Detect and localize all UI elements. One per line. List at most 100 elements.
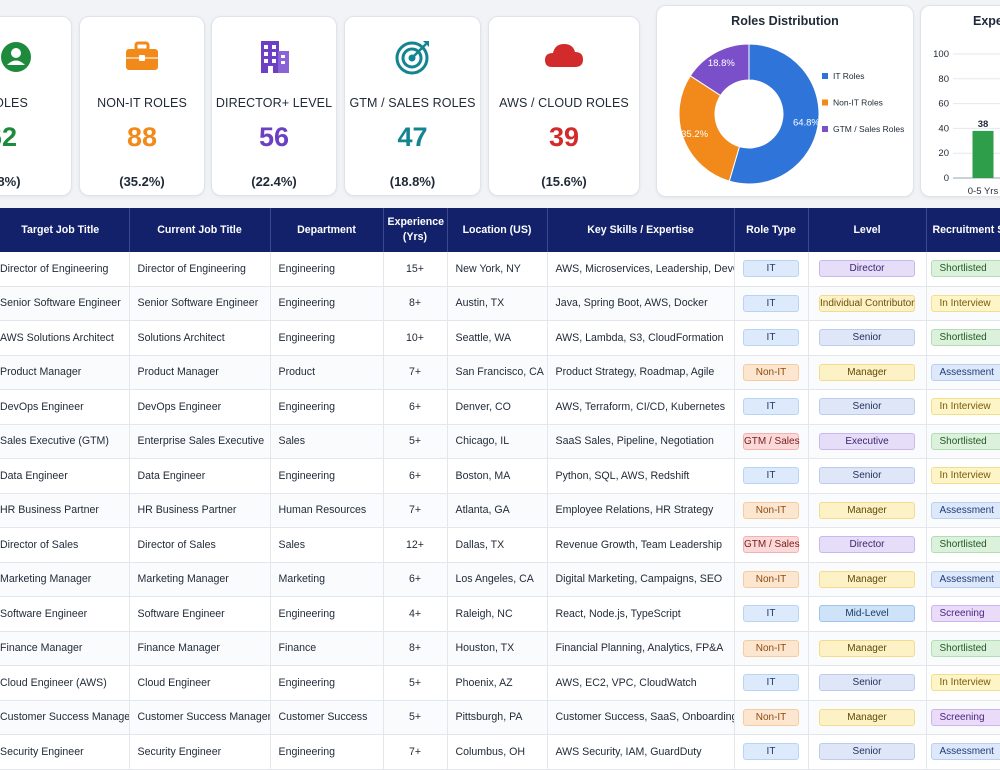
- target-job-title-cell: DevOps Engineer: [0, 390, 129, 425]
- recruitment-status-cell: Assessment: [926, 735, 1000, 770]
- recruitment-status-pill: Assessment: [931, 502, 1000, 519]
- experience-cell: 6+: [383, 390, 447, 425]
- recruitment-status-cell: In Interview: [926, 286, 1000, 321]
- summary-card-aws-cloud[interactable]: AWS / CLOUD ROLES 39 (15.6%): [488, 16, 640, 196]
- table-row[interactable]: Sales Executive (GTM)Enterprise Sales Ex…: [0, 424, 1000, 459]
- recruitment-status-cell: In Interview: [926, 666, 1000, 701]
- role-type-cell: IT: [734, 459, 808, 494]
- roles-distribution-panel: Roles Distribution 64.8%35.2%18.8% IT Ro…: [656, 5, 914, 197]
- card-value: 88: [80, 122, 204, 153]
- summary-card-it-roles[interactable]: ROLES 62 (64.8%): [0, 16, 72, 196]
- level-cell: Senior: [808, 735, 926, 770]
- key-skills-cell: AWS, Lambda, S3, CloudFormation: [547, 321, 734, 356]
- header-current-job-title[interactable]: Current Job Title: [129, 208, 270, 252]
- summary-card-director-level[interactable]: DIRECTOR+ LEVEL 56 (22.4%): [211, 16, 337, 196]
- header-level[interactable]: Level: [808, 208, 926, 252]
- header-role-type[interactable]: Role Type: [734, 208, 808, 252]
- bar: [973, 131, 994, 178]
- briefcase-icon: [80, 37, 204, 77]
- card-value: 39: [489, 122, 639, 153]
- current-job-title-cell: Security Engineer: [129, 735, 270, 770]
- location-cell: Chicago, IL: [447, 424, 547, 459]
- role-type-cell: Non-IT: [734, 631, 808, 666]
- card-label: GTM / SALES ROLES: [345, 96, 480, 110]
- level-cell: Manager: [808, 631, 926, 666]
- legend-label: Non-IT Roles: [833, 98, 883, 108]
- y-tick-label: 100: [933, 49, 949, 60]
- recruitment-status-cell: Shortlisted: [926, 528, 1000, 563]
- recruitment-status-pill: Screening: [931, 605, 1000, 622]
- role-type-cell: GTM / Sales: [734, 424, 808, 459]
- recruitment-status-pill: In Interview: [931, 674, 1000, 691]
- summary-card-non-it-roles[interactable]: NON-IT ROLES 88 (35.2%): [79, 16, 205, 196]
- office-building-icon: [212, 37, 336, 77]
- current-job-title-cell: DevOps Engineer: [129, 390, 270, 425]
- candidates-table: Target Job Title Current Job Title Depar…: [0, 208, 1000, 770]
- role-type-pill: IT: [743, 398, 799, 415]
- role-type-pill: GTM / Sales: [743, 536, 799, 553]
- level-pill: Director: [819, 260, 915, 277]
- key-skills-cell: Python, SQL, AWS, Redshift: [547, 459, 734, 494]
- role-type-cell: IT: [734, 597, 808, 632]
- level-pill: Executive: [819, 433, 915, 450]
- current-job-title-cell: Director of Sales: [129, 528, 270, 563]
- header-recruitment-status[interactable]: Recruitment S: [926, 208, 1000, 252]
- y-tick-label: 20: [938, 148, 949, 159]
- target-job-title-cell: Director of Engineering: [0, 252, 129, 286]
- location-cell: Denver, CO: [447, 390, 547, 425]
- recruitment-status-cell: Assessment: [926, 562, 1000, 597]
- current-job-title-cell: Customer Success Manager: [129, 700, 270, 735]
- header-key-skills[interactable]: Key Skills / Expertise: [547, 208, 734, 252]
- donut-slice-label: 35.2%: [681, 129, 708, 140]
- level-pill: Manager: [819, 709, 915, 726]
- level-cell: Manager: [808, 493, 926, 528]
- header-target-job-title[interactable]: Target Job Title: [0, 208, 129, 252]
- current-job-title-cell: Solutions Architect: [129, 321, 270, 356]
- target-job-title-cell: AWS Solutions Architect: [0, 321, 129, 356]
- experience-cell: 8+: [383, 286, 447, 321]
- header-location[interactable]: Location (US): [447, 208, 547, 252]
- current-job-title-cell: Cloud Engineer: [129, 666, 270, 701]
- target-job-title-cell: Software Engineer: [0, 597, 129, 632]
- experience-cell: 12+: [383, 528, 447, 563]
- level-cell: Senior: [808, 390, 926, 425]
- experience-cell: 4+: [383, 597, 447, 632]
- role-type-cell: IT: [734, 286, 808, 321]
- header-experience[interactable]: Experience (Yrs): [383, 208, 447, 252]
- location-cell: Boston, MA: [447, 459, 547, 494]
- legend-swatch: [822, 73, 828, 79]
- current-job-title-cell: Software Engineer: [129, 597, 270, 632]
- experience-cell: 5+: [383, 666, 447, 701]
- role-type-pill: IT: [743, 329, 799, 346]
- location-cell: Austin, TX: [447, 286, 547, 321]
- card-label: ROLES: [0, 96, 71, 110]
- level-pill: Manager: [819, 571, 915, 588]
- recruitment-status-cell: In Interview: [926, 459, 1000, 494]
- bar-value-label: 38: [978, 119, 989, 130]
- summary-card-gtm-sales[interactable]: GTM / SALES ROLES 47 (18.8%): [344, 16, 481, 196]
- y-tick-label: 40: [938, 123, 949, 134]
- current-job-title-cell: Finance Manager: [129, 631, 270, 666]
- role-type-pill: GTM / Sales: [743, 433, 799, 450]
- x-category-label: 0-5 Yrs: [968, 186, 999, 196]
- card-percent: (15.6%): [489, 174, 639, 189]
- table-header-row: Target Job Title Current Job Title Depar…: [0, 208, 1000, 252]
- role-type-pill: IT: [743, 260, 799, 277]
- experience-cell: 10+: [383, 321, 447, 356]
- department-cell: Engineering: [270, 390, 383, 425]
- header-department[interactable]: Department: [270, 208, 383, 252]
